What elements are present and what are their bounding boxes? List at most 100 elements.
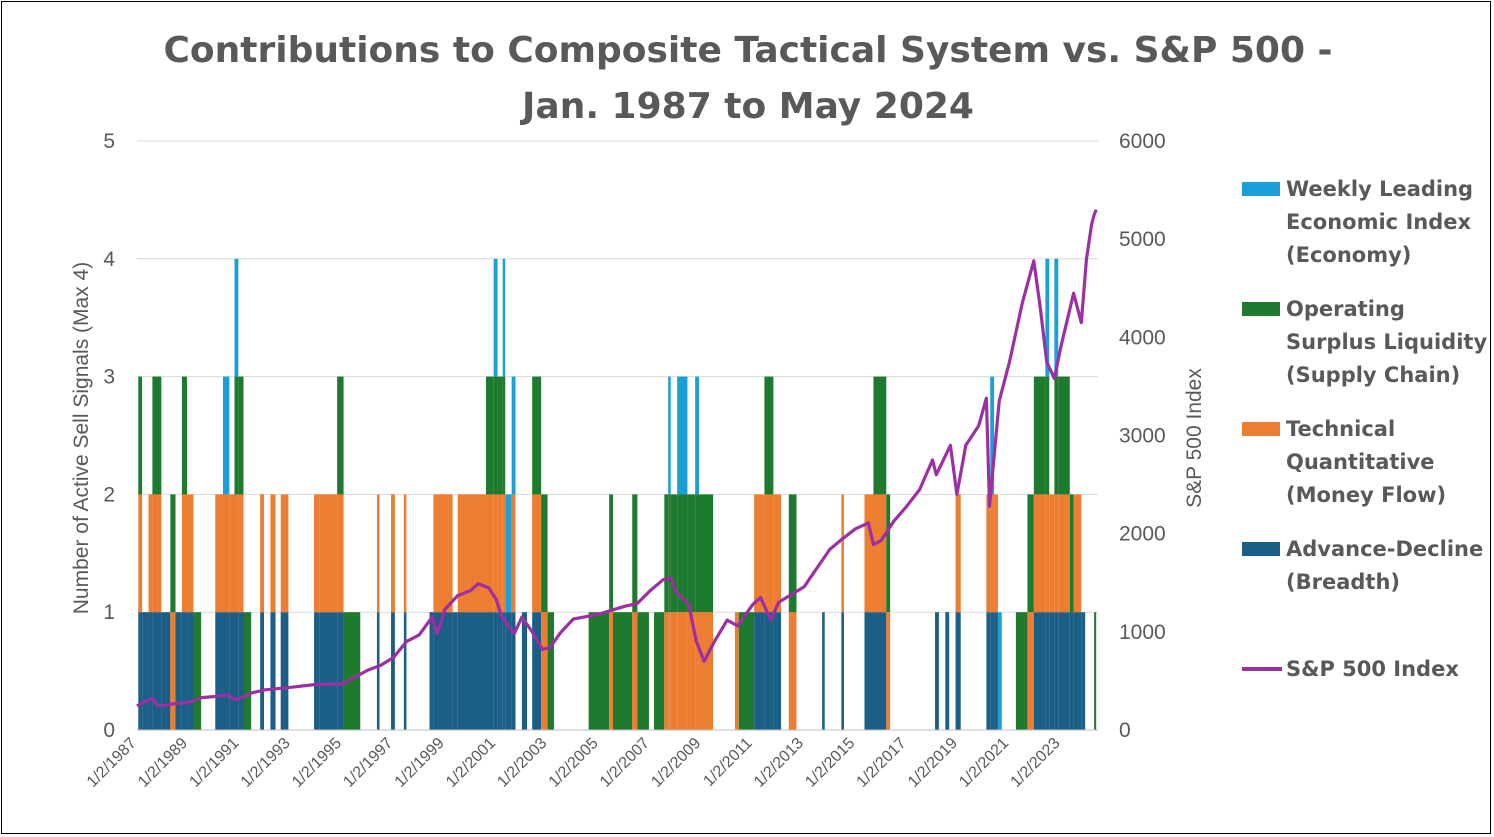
bar-segment-breadth [502, 612, 506, 730]
bar-segment-breadth [493, 612, 498, 730]
y2-tick-label: 0 [1119, 719, 1131, 742]
bar-segment-technical [260, 494, 265, 613]
bar-segment-liquidity [738, 612, 755, 730]
bar-segment-breadth [403, 612, 407, 730]
bar-segment-breadth [1058, 612, 1070, 730]
y2-axis-label: S&P 500 Index [1183, 368, 1206, 508]
y-axis-label: Number of Active Sell Signals (Max 4) [70, 262, 93, 614]
bar-segment-liquidity [238, 376, 244, 495]
legend-label-technical: Technical [1286, 417, 1395, 441]
bar-segment-breadth [521, 612, 528, 730]
bar-segment-liquidity [532, 376, 542, 495]
legend-label-liquidity: Surplus Liquidity [1286, 330, 1487, 354]
bar-segment-economy [997, 612, 1002, 730]
bar-segment-liquidity [632, 494, 638, 613]
legend-swatch-liquidity [1242, 302, 1280, 316]
y-tick-label: 5 [103, 130, 115, 153]
x-tick-label: 1/2/2015 [802, 735, 858, 791]
y2-tick-label: 1000 [1119, 621, 1166, 644]
bar-segment-breadth [187, 612, 194, 730]
y-tick-label: 2 [103, 483, 115, 506]
bar-segment-breadth [841, 612, 844, 730]
bar-segment-technical [497, 494, 503, 613]
bar-segment-liquidity [181, 376, 188, 495]
bar-segment-technical [187, 494, 194, 613]
bar-segment-breadth [986, 612, 991, 730]
legend-label-liquidity: (Supply Chain) [1286, 363, 1460, 387]
x-tick-label: 1/2/2017 [854, 735, 910, 791]
y-tick-label: 4 [103, 248, 115, 271]
bar-segment-liquidity [1069, 494, 1074, 613]
x-tick-label: 1/2/2011 [700, 735, 755, 790]
bar-segment-technical [788, 612, 797, 730]
sp500-series-line [136, 209, 1098, 708]
bar-segment-technical [695, 612, 699, 730]
x-tick-label: 1/2/2009 [648, 735, 704, 791]
bar-segment-breadth [1069, 612, 1074, 730]
bar-segment-technical [873, 494, 887, 613]
y2-tick-label: 4000 [1119, 326, 1166, 349]
bar-segment-liquidity [502, 376, 506, 495]
bar-segment-technical [280, 494, 289, 613]
legend-label-liquidity: Operating [1286, 297, 1405, 321]
x-axis-ticks: 1/2/19871/2/19891/2/19911/2/19931/2/1995… [84, 735, 1064, 791]
x-tick-label: 1/2/1995 [289, 735, 345, 791]
bar-segment-breadth [222, 612, 230, 730]
x-tick-label: 1/2/2013 [751, 735, 807, 791]
bar-segment-technical [1033, 494, 1046, 613]
bar-segment-economy [234, 258, 239, 377]
bar-segment-technical [698, 612, 714, 730]
bar-segment-liquidity [788, 494, 797, 613]
bar-segment-technical [152, 494, 162, 613]
bar-segment-liquidity [1054, 376, 1059, 495]
bar-segment-liquidity [138, 376, 143, 495]
bar-segment-liquidity [873, 376, 887, 495]
bar-segment-technical [668, 612, 671, 730]
bar-segment-liquidity [152, 376, 162, 495]
bar-segment-breadth [864, 612, 874, 730]
bar-segment-breadth [376, 612, 380, 730]
bar-segment-economy [505, 494, 512, 613]
bar-segment-breadth [152, 612, 162, 730]
bar-segment-technical [222, 494, 230, 613]
bar-segment-liquidity [609, 494, 614, 613]
bar-segment-breadth [532, 612, 542, 730]
bar-segment-technical [664, 612, 669, 730]
legend-label-economy: Economic Index [1286, 210, 1471, 234]
bar-segment-liquidity [668, 494, 671, 613]
bar-segment-technical [764, 494, 774, 613]
bar-segment-technical [215, 494, 223, 613]
x-tick-label: 1/2/1989 [135, 735, 191, 791]
x-tick-label: 1/2/1987 [84, 735, 140, 791]
bar-segment-breadth [234, 612, 239, 730]
bar-segment-technical [841, 494, 844, 613]
bar-segment-breadth [452, 612, 458, 730]
bar-segment-technical [754, 494, 765, 613]
bar-segment-breadth [754, 612, 765, 730]
bar-segment-economy [502, 258, 506, 377]
bar-segment-technical [148, 494, 153, 613]
bar-segment-breadth [990, 612, 995, 730]
bar-segment-breadth [238, 612, 244, 730]
legend-label-economy: Weekly Leading [1286, 177, 1473, 201]
bar-segment-liquidity [337, 376, 344, 495]
legend-swatch-breadth [1242, 542, 1280, 556]
bar-segment-technical [1027, 612, 1034, 730]
bar-segment-liquidity [485, 376, 494, 495]
legend-label-economy: (Economy) [1286, 243, 1411, 267]
legend-label-breadth: Advance-Decline [1286, 537, 1483, 561]
bar-segment-liquidity [1094, 612, 1097, 730]
bar-segment-technical [433, 494, 453, 613]
bar-segment-technical [986, 494, 991, 613]
bar-segment-economy [677, 376, 688, 495]
bar-segment-technical [990, 494, 995, 613]
bar-segment-liquidity [670, 494, 678, 613]
bar-segment-technical [170, 612, 176, 730]
bar-segment-liquidity [547, 612, 554, 730]
bar-segment-liquidity [654, 612, 665, 730]
x-tick-label: 1/2/2001 [443, 735, 499, 791]
y2-tick-label: 6000 [1119, 130, 1166, 153]
bar-segment-liquidity [234, 376, 239, 495]
bar-segment-economy [493, 258, 498, 377]
